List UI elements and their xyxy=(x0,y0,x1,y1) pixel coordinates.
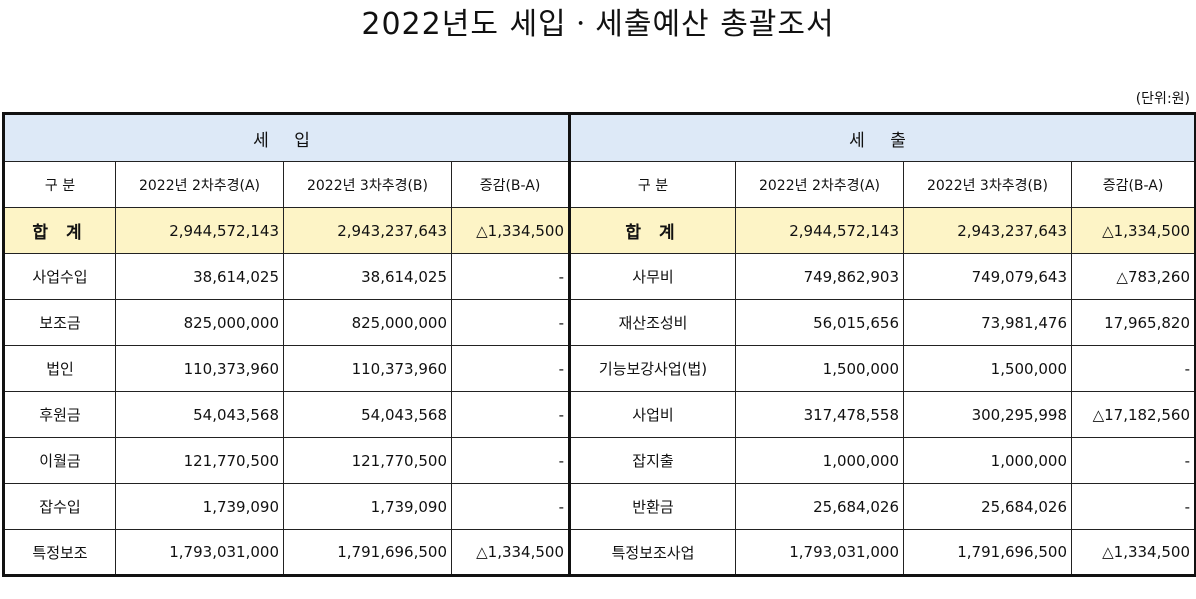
expense-header-b: 2022년 3차추경(B) xyxy=(903,161,1072,208)
expense-header-category: 구 분 xyxy=(569,161,736,208)
expense-row-a: 25,684,026 xyxy=(735,483,904,530)
expense-row-b: 1,791,696,500 xyxy=(903,529,1072,577)
income-row-diff: - xyxy=(451,437,571,484)
expense-row-a: 1,793,031,000 xyxy=(735,529,904,577)
expense-row-b: 1,000,000 xyxy=(903,437,1072,484)
income-row-label: 법인 xyxy=(2,345,116,392)
expense-row-a: 1,500,000 xyxy=(735,345,904,392)
income-row-label: 이월금 xyxy=(2,437,116,484)
unit-label: (단위:원) xyxy=(1135,91,1190,107)
expense-row-a: 317,478,558 xyxy=(735,391,904,438)
income-header-category: 구 분 xyxy=(2,161,116,208)
income-row-b: 54,043,568 xyxy=(283,391,452,438)
income-row-b: 38,614,025 xyxy=(283,253,452,300)
expense-total-diff: △1,334,500 xyxy=(1071,207,1196,254)
expense-row-diff: - xyxy=(1071,437,1196,484)
table-row: 후원금 54,043,568 54,043,568- 사업비 317,478,558 30… xyxy=(2,391,1196,438)
income-header-b: 2022년 3차추경(B) xyxy=(283,161,452,208)
income-row-b: 825,000,000 xyxy=(283,299,452,346)
income-row-a: 38,614,025 xyxy=(115,253,284,300)
expense-row-label: 재산조성비 xyxy=(569,299,736,346)
expense-row-diff: 17,965,820 xyxy=(1071,299,1196,346)
income-row-b: 1,791,696,500 xyxy=(283,529,452,577)
section-header-row: 세 입 세 출 xyxy=(2,112,1196,162)
income-row-diff: △1,334,500 xyxy=(451,529,571,577)
income-row-a: 1,739,090 xyxy=(115,483,284,530)
budget-summary-table: 세 입 세 출 구 분 2022년 2차추경(A) 2022년 3차추경(B) … xyxy=(2,112,1196,577)
income-row-diff: - xyxy=(451,391,571,438)
income-row-b: 110,373,960 xyxy=(283,345,452,392)
expense-row-b: 73,981,476 xyxy=(903,299,1072,346)
total-row: 합 계 2,944,572,143 2,943,237,643 △1,334,5… xyxy=(2,207,1196,254)
income-row-diff: - xyxy=(451,483,571,530)
expense-row-diff: △17,182,560 xyxy=(1071,391,1196,438)
table-row: 잡수입 1,739,090 1,739,090- 반환금 25,684,026 25,68… xyxy=(2,483,1196,530)
income-row-b: 1,739,090 xyxy=(283,483,452,530)
income-header-a: 2022년 2차추경(A) xyxy=(115,161,284,208)
expense-row-diff: △1,334,500 xyxy=(1071,529,1196,577)
expense-row-b: 1,500,000 xyxy=(903,345,1072,392)
expense-total-label: 합 계 xyxy=(569,207,736,254)
income-row-diff: - xyxy=(451,253,571,300)
expense-row-diff: - xyxy=(1071,483,1196,530)
expense-row-a: 749,862,903 xyxy=(735,253,904,300)
income-total-diff: △1,334,500 xyxy=(451,207,571,254)
income-row-label: 특정보조 xyxy=(2,529,116,577)
income-total-a: 2,944,572,143 xyxy=(115,207,284,254)
expense-total-a: 2,944,572,143 xyxy=(735,207,904,254)
expense-row-a: 56,015,656 xyxy=(735,299,904,346)
expense-row-label: 잡지출 xyxy=(569,437,736,484)
expense-row-b: 25,684,026 xyxy=(903,483,1072,530)
income-row-diff: - xyxy=(451,345,571,392)
income-row-b: 121,770,500 xyxy=(283,437,452,484)
expense-row-b: 749,079,643 xyxy=(903,253,1072,300)
expense-row-label: 사무비 xyxy=(569,253,736,300)
expense-row-diff: △783,260 xyxy=(1071,253,1196,300)
income-row-label: 후원금 xyxy=(2,391,116,438)
expense-section-label: 세 출 xyxy=(569,112,1196,162)
income-row-label: 보조금 xyxy=(2,299,116,346)
income-row-diff: - xyxy=(451,299,571,346)
income-row-a: 121,770,500 xyxy=(115,437,284,484)
expense-header-diff: 증감(B-A) xyxy=(1071,161,1196,208)
expense-row-label: 특정보조사업 xyxy=(569,529,736,577)
table-row: 특정보조 1,793,031,000 1,791,696,500 △1,334,500… xyxy=(2,529,1196,577)
expense-row-b: 300,295,998 xyxy=(903,391,1072,438)
income-row-a: 825,000,000 xyxy=(115,299,284,346)
page-title: 2022년도 세입ㆍ세출예산 총괄조서 xyxy=(361,7,835,42)
table-row: 법인 110,373,960 110,373,960- 기능보강사업(법) 1,500,… xyxy=(2,345,1196,392)
expense-row-label: 사업비 xyxy=(569,391,736,438)
income-row-a: 110,373,960 xyxy=(115,345,284,392)
income-total-b: 2,943,237,643 xyxy=(283,207,452,254)
income-row-label: 잡수입 xyxy=(2,483,116,530)
income-row-label: 사업수입 xyxy=(2,253,116,300)
table-row: 이월금 121,770,500 121,770,500- 잡지출 1,000,000 1,… xyxy=(2,437,1196,484)
expense-total-b: 2,943,237,643 xyxy=(903,207,1072,254)
income-row-a: 1,793,031,000 xyxy=(115,529,284,577)
expense-header-a: 2022년 2차추경(A) xyxy=(735,161,904,208)
income-section-label: 세 입 xyxy=(2,112,571,162)
income-row-a: 54,043,568 xyxy=(115,391,284,438)
expense-row-a: 1,000,000 xyxy=(735,437,904,484)
expense-row-label: 반환금 xyxy=(569,483,736,530)
table-row: 사업수입 38,614,025 38,614,025- 사무비 749,862,903 7… xyxy=(2,253,1196,300)
expense-row-diff: - xyxy=(1071,345,1196,392)
table-row: 보조금 825,000,000 825,000,000- 재산조성비 56,015,65… xyxy=(2,299,1196,346)
income-header-diff: 증감(B-A) xyxy=(451,161,571,208)
income-total-label: 합 계 xyxy=(2,207,116,254)
expense-row-label: 기능보강사업(법) xyxy=(569,345,736,392)
column-header-row: 구 분 2022년 2차추경(A) 2022년 3차추경(B) 증감(B-A) … xyxy=(2,161,1196,208)
